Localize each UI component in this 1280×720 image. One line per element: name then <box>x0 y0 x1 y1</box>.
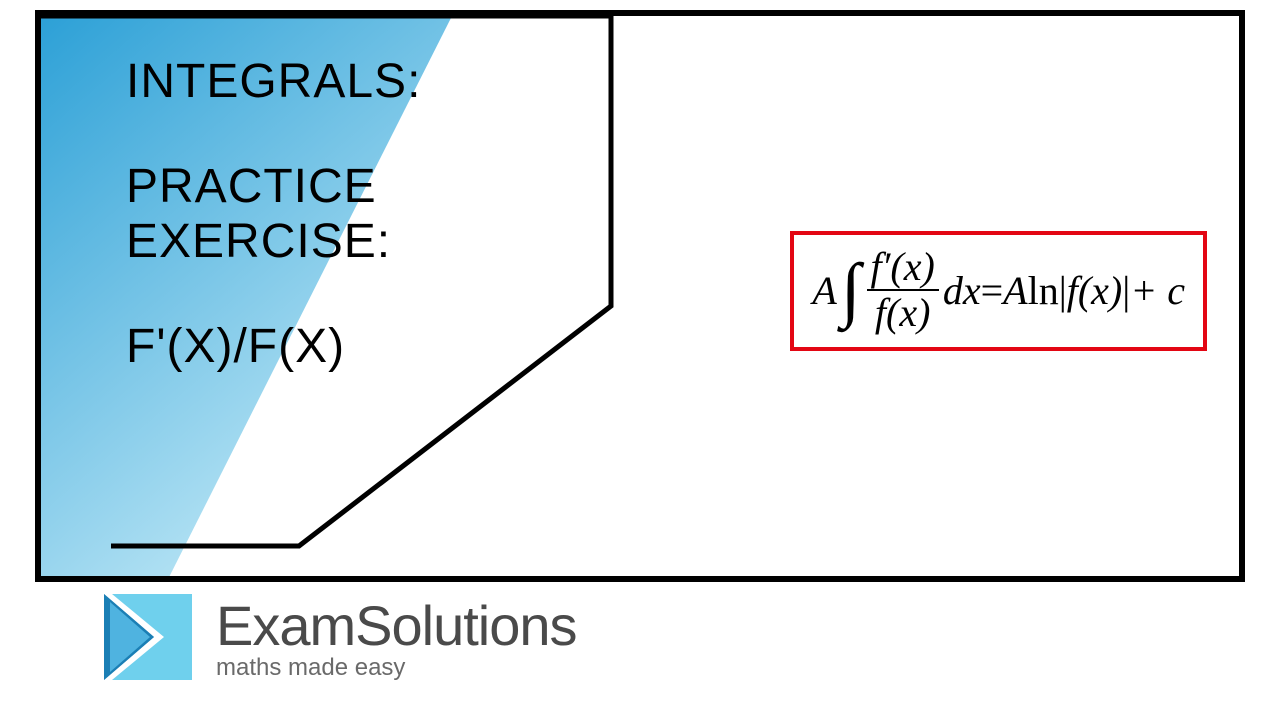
formula-rhs-A: A <box>1003 267 1027 314</box>
title-line-3: F'(X)/F(X) <box>126 319 596 374</box>
fx: f(x) <box>1067 267 1123 314</box>
dx: dx <box>943 267 981 314</box>
title-line-2: PRACTICE EXERCISE: <box>126 159 596 269</box>
ln: ln <box>1028 267 1059 314</box>
logo-tagline: maths made easy <box>216 654 577 682</box>
equals: = <box>981 267 1004 314</box>
logo-text: ExamSolutions maths made easy <box>216 593 577 682</box>
title-line-1: INTEGRALS: <box>126 54 596 109</box>
logo-brand-suffix: Solutions <box>355 594 576 657</box>
formula-lhs-A: A <box>812 267 836 314</box>
formula-box: A ∫ f′(x) f(x) dx = A ln | f(x) | + c <box>790 231 1207 351</box>
numerator: f′(x) <box>867 245 939 289</box>
logo-brand: ExamSolutions <box>216 593 577 658</box>
title-block: INTEGRALS: PRACTICE EXERCISE: F'(X)/F(X) <box>126 54 596 424</box>
denominator: f(x) <box>871 291 935 335</box>
logo-brand-prefix: Exam <box>216 594 355 657</box>
plus-c: + c <box>1130 267 1185 314</box>
abs-close: | <box>1122 267 1130 314</box>
abs-open: | <box>1059 267 1067 314</box>
slide-frame: INTEGRALS: PRACTICE EXERCISE: F'(X)/F(X)… <box>35 10 1245 582</box>
logo-icon <box>92 582 202 692</box>
fraction: f′(x) f(x) <box>867 245 939 335</box>
logo: ExamSolutions maths made easy <box>92 582 577 692</box>
integral-symbol: ∫ <box>841 261 861 319</box>
formula: A ∫ f′(x) f(x) dx = A ln | f(x) | + c <box>812 245 1185 335</box>
